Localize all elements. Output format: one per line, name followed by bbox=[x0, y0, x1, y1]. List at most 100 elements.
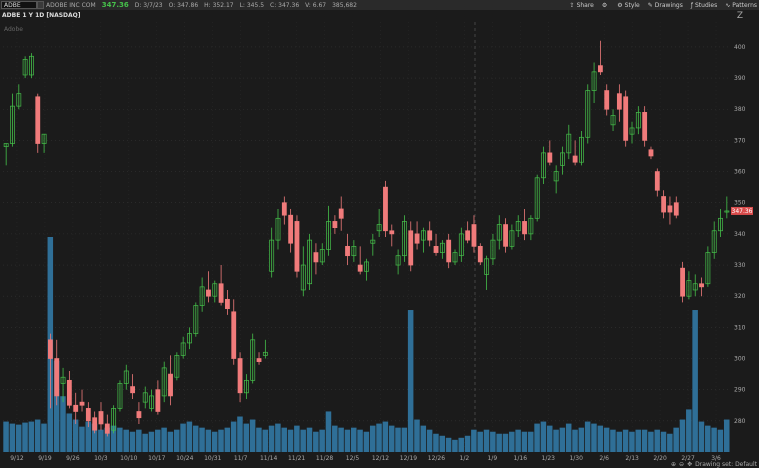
volume-bar bbox=[408, 310, 414, 452]
volume-bar bbox=[718, 430, 724, 452]
candle-body bbox=[415, 234, 419, 243]
volume-bar bbox=[604, 428, 610, 452]
x-tick-label: 11/7 bbox=[234, 455, 248, 462]
volume-bar bbox=[35, 420, 41, 452]
volume-bar bbox=[395, 428, 401, 452]
candle-body bbox=[74, 405, 78, 411]
volume-bar bbox=[446, 438, 452, 452]
candle-body bbox=[504, 225, 508, 247]
candle-body bbox=[99, 411, 103, 423]
x-tick-label: 1/2 bbox=[460, 455, 470, 462]
volume-bar bbox=[326, 411, 332, 452]
candle-body bbox=[314, 253, 318, 262]
candle-body bbox=[478, 246, 482, 262]
volume-bar bbox=[180, 424, 186, 452]
candle-body bbox=[466, 231, 470, 240]
volume-bar bbox=[402, 428, 408, 452]
candle-body bbox=[655, 172, 659, 191]
volume-bar bbox=[250, 420, 256, 452]
volume-bar bbox=[490, 432, 496, 452]
volume-bar bbox=[515, 430, 521, 452]
candle-body bbox=[522, 221, 526, 233]
y-tick-label: 370 bbox=[734, 137, 746, 144]
volume-bar bbox=[389, 426, 395, 452]
volume-bar bbox=[686, 409, 692, 452]
candle-body bbox=[80, 402, 84, 405]
volume-bar bbox=[452, 440, 458, 452]
volume-bar bbox=[458, 438, 464, 452]
volume-bar bbox=[41, 424, 47, 452]
candle-body bbox=[289, 215, 293, 243]
candle-body bbox=[605, 91, 609, 110]
y-tick-label: 340 bbox=[734, 231, 746, 238]
volume-bar bbox=[477, 432, 483, 452]
x-tick-label: 12/26 bbox=[428, 455, 445, 462]
volume-bar bbox=[79, 427, 85, 452]
volume-bar bbox=[692, 310, 698, 452]
volume-bar bbox=[522, 432, 528, 452]
volume-bar bbox=[560, 428, 566, 452]
zoom-in-icon[interactable]: ⊕ bbox=[671, 461, 676, 468]
candle-body bbox=[472, 225, 476, 247]
volume-bar bbox=[338, 428, 344, 452]
volume-bar bbox=[281, 428, 287, 452]
volume-bar bbox=[357, 430, 363, 452]
candle-body bbox=[225, 299, 229, 308]
volume-bar bbox=[496, 434, 502, 452]
candle-body bbox=[36, 97, 40, 144]
volume-bar bbox=[635, 430, 641, 452]
volume-bar bbox=[351, 428, 357, 452]
candle-body bbox=[67, 380, 71, 405]
volume-bar bbox=[256, 428, 262, 452]
volume-bar bbox=[10, 424, 16, 452]
volume-bar bbox=[155, 430, 161, 452]
y-tick-label: 380 bbox=[734, 106, 746, 113]
volume-bar bbox=[673, 428, 679, 452]
x-tick-label: 2/13 bbox=[625, 455, 639, 462]
volume-bar bbox=[244, 424, 250, 452]
x-tick-label: 1/16 bbox=[514, 455, 528, 462]
x-tick-label: 2/20 bbox=[653, 455, 667, 462]
volume-bar bbox=[187, 422, 193, 452]
volume-bar bbox=[288, 430, 294, 452]
volume-bar bbox=[16, 425, 22, 452]
volume-bar bbox=[711, 428, 717, 452]
volume-bar bbox=[130, 432, 136, 452]
volume-bar bbox=[3, 422, 9, 452]
y-tick-label: 320 bbox=[734, 293, 746, 300]
volume-bar bbox=[465, 436, 471, 452]
volume-bar bbox=[648, 432, 654, 452]
volume-bar bbox=[212, 432, 218, 452]
y-tick-label: 280 bbox=[734, 418, 746, 425]
volume-bar bbox=[364, 432, 370, 452]
volume-bar bbox=[136, 430, 142, 452]
x-tick-label: 1/30 bbox=[569, 455, 583, 462]
candle-body bbox=[232, 312, 236, 359]
volume-bar bbox=[471, 430, 477, 452]
volume-bar bbox=[123, 430, 129, 452]
x-tick-label: 10/31 bbox=[204, 455, 221, 462]
candle-body bbox=[428, 231, 432, 240]
x-tick-label: 9/12 bbox=[10, 455, 24, 462]
x-tick-label: 10/24 bbox=[176, 455, 193, 462]
volume-bar bbox=[566, 424, 572, 452]
candle-body bbox=[131, 387, 135, 393]
candle-body bbox=[156, 390, 160, 412]
volume-bar bbox=[262, 430, 268, 452]
pan-icon[interactable]: ✥ bbox=[687, 461, 692, 468]
volume-bar bbox=[699, 422, 705, 452]
volume-bar bbox=[427, 430, 433, 452]
y-tick-label: 330 bbox=[734, 262, 746, 269]
volume-bar bbox=[237, 417, 243, 452]
y-tick-label: 290 bbox=[734, 387, 746, 394]
drawing-set-label[interactable]: Drawing set: Default bbox=[695, 461, 757, 468]
candle-body bbox=[339, 209, 343, 218]
volume-bar bbox=[503, 434, 509, 452]
zoom-out-icon[interactable]: ⊖ bbox=[679, 461, 684, 468]
candle-body bbox=[86, 408, 90, 420]
volume-bar bbox=[680, 420, 686, 452]
candle-body bbox=[137, 411, 141, 417]
volume-bar bbox=[654, 430, 660, 452]
y-tick-label: 360 bbox=[734, 169, 746, 176]
